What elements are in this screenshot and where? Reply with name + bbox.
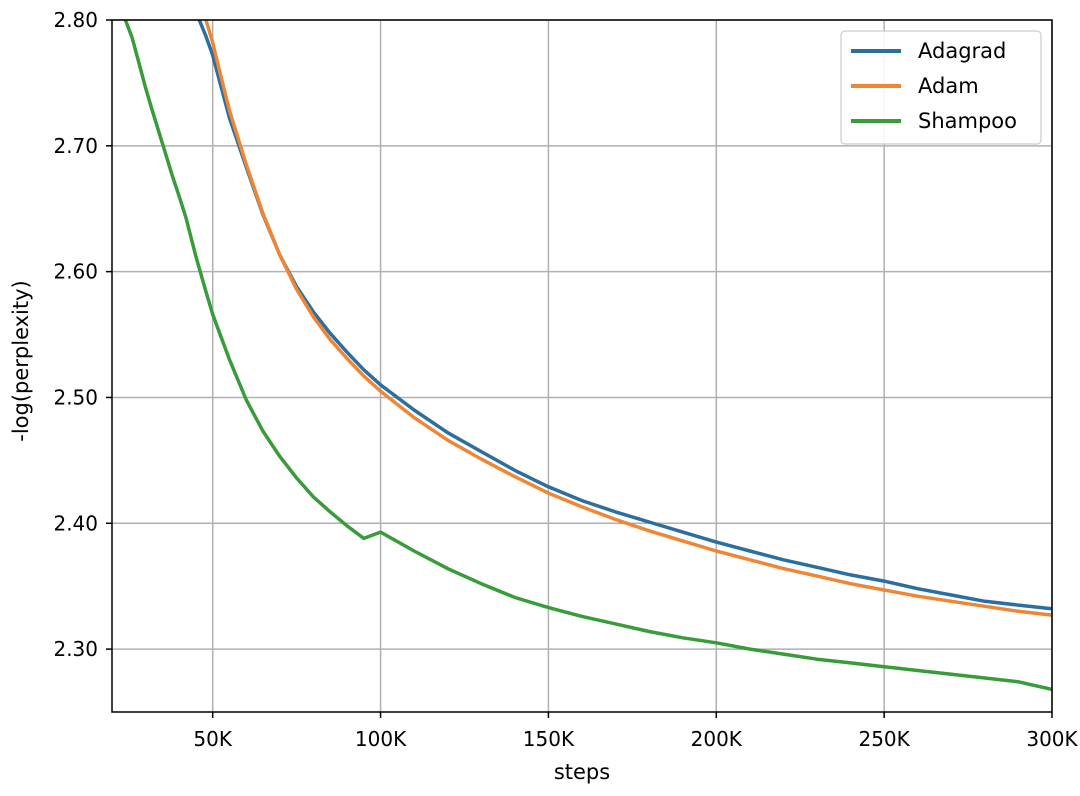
x-tick-label: 250K (858, 727, 910, 751)
series-line-shampoo (123, 20, 1052, 692)
legend-label: Adagrad (918, 39, 1006, 63)
x-tick-label: 150K (523, 727, 575, 751)
x-axis-label: steps (554, 760, 610, 784)
x-tick-label: 50K (193, 727, 232, 751)
x-tick-label: 200K (691, 727, 743, 751)
y-tick-label: 2.30 (53, 637, 98, 661)
y-tick-label: 2.70 (53, 134, 98, 158)
legend-box (840, 30, 1042, 145)
y-tick-label: 2.60 (53, 260, 98, 284)
y-tick-label: 2.80 (53, 8, 98, 32)
legend: Adagrad Adam Shampoo (840, 30, 1042, 145)
y-tick-label: 2.50 (53, 385, 98, 409)
x-tick-label: 100K (355, 727, 407, 751)
grid (112, 19, 1053, 712)
legend-label: Shampoo (918, 109, 1017, 133)
series-layer (123, 20, 1052, 692)
y-tick-label: 2.40 (53, 511, 98, 535)
y-axis-ticks: 2.30 2.40 2.50 2.60 2.70 2.80 (53, 8, 112, 661)
legend-label: Adam (918, 74, 979, 98)
x-axis-ticks: 50K 100K 150K 200K 250K 300K (193, 712, 1079, 751)
series-line-adam (204, 20, 1052, 617)
plot-frame (111, 19, 1053, 713)
y-axis-label: -log(perplexity) (9, 280, 33, 442)
x-tick-label: 300K (1026, 727, 1078, 751)
